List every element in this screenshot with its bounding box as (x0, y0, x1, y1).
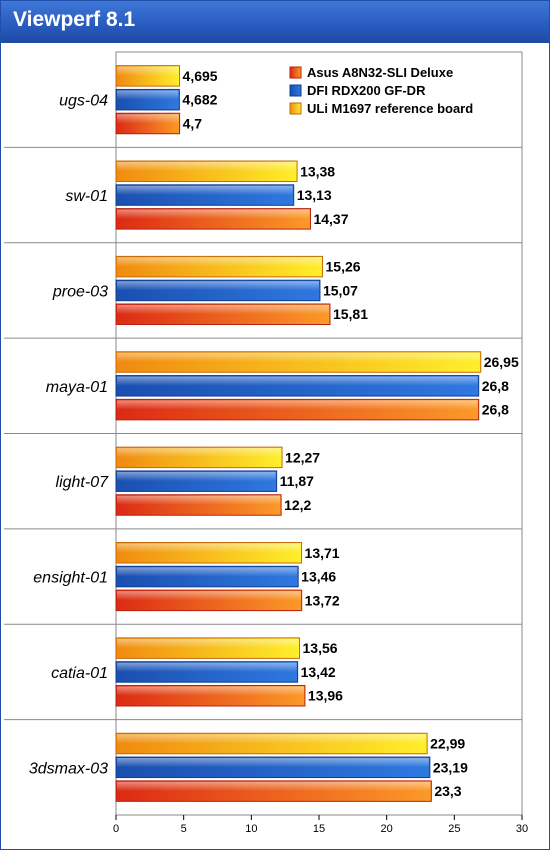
data-label: 13,56 (303, 640, 338, 656)
x-tick-label: 30 (516, 823, 528, 835)
legend-swatch (289, 102, 302, 115)
data-label: 11,87 (280, 473, 314, 489)
data-label: 26,8 (482, 378, 509, 394)
bar-highlight (117, 686, 304, 696)
bar-highlight (117, 209, 310, 219)
category-label: sw-01 (65, 188, 108, 205)
category-label: proe-03 (52, 283, 108, 300)
legend-entry: ULi M1697 reference board (307, 101, 473, 116)
category-label: ensight-01 (33, 570, 108, 587)
data-label: 23,3 (434, 783, 461, 799)
data-label: 26,8 (482, 402, 509, 418)
bar-highlight (117, 376, 478, 386)
data-label: 12,2 (284, 497, 311, 513)
category-label: 3dsmax-03 (29, 760, 108, 777)
data-label: 13,96 (308, 688, 343, 704)
x-tick-label: 10 (245, 823, 257, 835)
legend-swatch (289, 66, 302, 79)
data-label: 15,26 (326, 259, 361, 275)
data-label: 13,38 (300, 163, 335, 179)
bar-highlight (117, 114, 179, 124)
bar-highlight (117, 543, 301, 553)
bar-highlight (117, 162, 297, 172)
data-label: 13,42 (301, 664, 336, 680)
bar-highlight (117, 567, 298, 577)
category-label: catia-01 (51, 665, 108, 682)
data-label: 13,46 (301, 569, 336, 585)
bar-highlight (117, 400, 478, 410)
legend-entry: DFI RDX200 GF-DR (307, 83, 426, 98)
data-label: 22,99 (430, 736, 465, 752)
x-tick-label: 5 (181, 823, 187, 835)
data-label: 12,27 (285, 449, 320, 465)
bar-highlight (117, 781, 431, 792)
x-tick-label: 15 (313, 823, 325, 835)
data-label: 13,71 (305, 545, 340, 561)
bar-highlight (117, 90, 179, 100)
data-label: 26,95 (484, 354, 519, 370)
bar-highlight (117, 448, 282, 458)
data-label: 14,37 (313, 211, 348, 227)
data-label: 15,07 (323, 282, 358, 298)
data-label: 4,695 (183, 68, 218, 84)
bar-highlight (117, 591, 301, 601)
x-tick-label: 0 (113, 823, 119, 835)
title-bar: Viewperf 8.1 (1, 1, 549, 43)
data-label: 15,81 (333, 306, 368, 322)
legend-entry: Asus A8N32-SLI Deluxe (307, 65, 453, 80)
bar-highlight (117, 185, 293, 196)
bar-highlight (117, 638, 299, 649)
bar-highlight (117, 495, 281, 505)
bar-highlight (117, 758, 429, 768)
chart-title: Viewperf 8.1 (13, 8, 136, 31)
bar-highlight (117, 352, 480, 362)
data-label: 4,682 (182, 92, 217, 108)
data-label: 13,72 (305, 592, 340, 608)
x-tick-label: 20 (381, 823, 393, 835)
bar-highlight (117, 734, 427, 744)
legend-swatch (289, 84, 302, 97)
category-label: ugs-04 (59, 93, 108, 110)
bar-highlight (117, 66, 179, 76)
bar-highlight (117, 471, 276, 482)
data-label: 4,7 (183, 115, 203, 131)
category-label: light-07 (56, 474, 110, 491)
data-label: 23,19 (433, 759, 468, 775)
bar-highlight (117, 304, 329, 315)
category-label: maya-01 (46, 379, 108, 396)
x-tick-label: 25 (448, 823, 460, 835)
bar-highlight (117, 281, 319, 291)
bar-highlight (117, 257, 322, 267)
bar-highlight (117, 662, 297, 672)
data-label: 13,13 (297, 187, 332, 203)
